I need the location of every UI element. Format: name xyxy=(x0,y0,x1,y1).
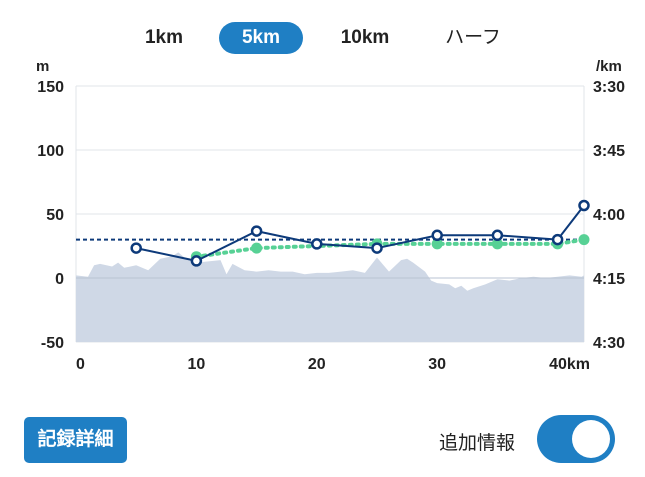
right-tick-label: 4:30 xyxy=(593,335,625,352)
pace-point xyxy=(551,233,564,246)
additional-info-label: 追加情報 xyxy=(439,433,516,454)
pace-point xyxy=(130,242,142,254)
pace-point xyxy=(250,225,263,237)
toggle-knob xyxy=(572,420,610,458)
average-pace-point xyxy=(251,242,263,254)
tab-half[interactable]: ハーフ xyxy=(445,27,501,48)
x-tick-label: 40km xyxy=(549,356,590,373)
x-tick-label: 30 xyxy=(428,356,446,373)
pace-point xyxy=(311,238,323,250)
right-tick-label: 3:45 xyxy=(593,143,625,160)
distance-tabs: 1km 5km 10km ハーフ xyxy=(0,22,645,56)
pace-series xyxy=(130,199,590,267)
pace-point xyxy=(431,229,443,242)
left-tick-label: 0 xyxy=(55,271,64,288)
x-tick-label: 20 xyxy=(308,356,326,373)
tab-1km[interactable]: 1km xyxy=(144,27,184,48)
right-tick-label: 3:30 xyxy=(593,79,625,96)
pace-point xyxy=(371,242,383,254)
right-tick-label: 4:00 xyxy=(593,207,625,224)
left-tick-label: -50 xyxy=(41,335,64,352)
pace-point xyxy=(491,229,504,242)
tab-10km[interactable]: 10km xyxy=(340,27,390,48)
additional-info-toggle[interactable] xyxy=(537,415,615,463)
left-tick-label: 150 xyxy=(37,79,64,96)
left-tick-label: 50 xyxy=(46,207,64,224)
x-axis-ticks: 0 10 20 30 40km xyxy=(76,356,590,373)
left-axis-unit: m xyxy=(36,58,49,75)
average-pace-point xyxy=(491,238,503,250)
pace-point xyxy=(578,199,590,212)
average-pace-point xyxy=(578,234,590,246)
record-detail-button[interactable]: 記録詳細 xyxy=(24,417,127,463)
right-tick-label: 4:15 xyxy=(593,271,625,288)
left-axis-ticks: 150 100 50 0 -50 xyxy=(37,79,64,352)
x-tick-label: 0 xyxy=(76,356,85,373)
right-axis-ticks: 3:30 3:45 4:00 4:15 4:30 xyxy=(593,79,625,352)
pace-point xyxy=(190,255,203,267)
elevation-area xyxy=(76,252,584,342)
tab-5km[interactable]: 5km xyxy=(219,22,303,54)
left-tick-label: 100 xyxy=(37,143,64,160)
x-tick-label: 10 xyxy=(187,356,205,373)
right-axis-unit: /km xyxy=(596,58,622,75)
average-pace-point xyxy=(431,238,443,250)
